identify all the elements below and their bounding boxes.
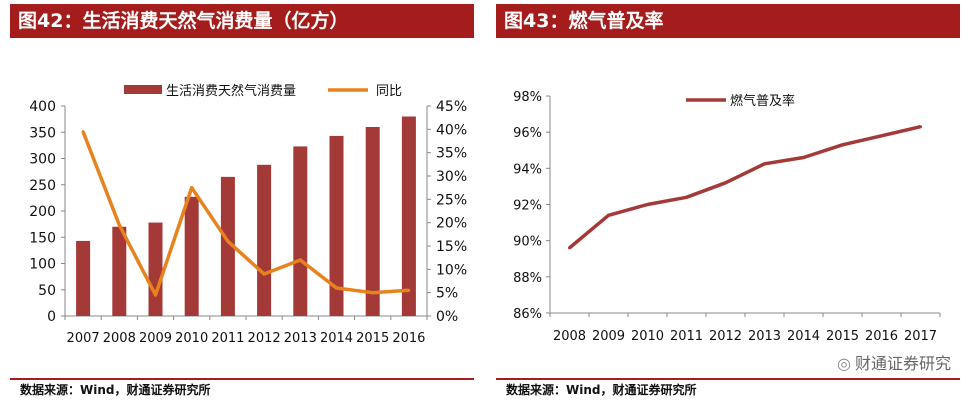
x-tick-label: 2015 <box>826 329 859 344</box>
y-right-tick-label: 20% <box>436 216 467 232</box>
legend-label-bar: 生活消费天然气消费量 <box>166 83 296 99</box>
bar-gas-consumption <box>293 146 308 316</box>
legend-label-line: 燃气普及率 <box>730 93 795 109</box>
point-gas-penetration <box>724 181 727 185</box>
x-tick-label: 2008 <box>103 331 136 346</box>
line-yoy <box>81 131 410 297</box>
x-tick-label: 2009 <box>139 331 172 346</box>
y-right-tick-label: 45% <box>436 99 467 115</box>
y-left-tick-label: 250 <box>29 178 56 194</box>
x-tick-label: 2010 <box>631 329 664 344</box>
bar-gas-consumption <box>365 127 380 316</box>
y-left-tick-label: 350 <box>29 125 56 141</box>
chart-gas-consumption: 0 50 100 150 200 250 300 350 400 0% 5% 10% 15% 20% 25%… <box>29 83 467 346</box>
wechat-icon: ◎ <box>837 354 851 373</box>
y-right-tick-label: 5% <box>436 286 458 302</box>
y-tick-label: 86% <box>513 307 542 322</box>
x-tick-label: 2012 <box>709 329 742 344</box>
y-tick-label: 98% <box>513 90 542 105</box>
point-gas-penetration <box>919 125 922 129</box>
point-yoy <box>335 286 338 290</box>
point-yoy <box>117 223 121 227</box>
x-tick-label: 2010 <box>175 331 208 346</box>
y-left-tick-label: 50 <box>38 283 56 299</box>
point-yoy <box>226 239 230 243</box>
x-tick-label: 2011 <box>211 331 244 346</box>
x-tick-label: 2016 <box>392 331 425 346</box>
y-left-tick-label: 0 <box>47 309 56 325</box>
chart-title-gas-consumption: 图42：生活消费天然气消费量（亿方） <box>10 4 474 38</box>
x-tick-label: 2013 <box>284 331 317 346</box>
y-tick-label: 88% <box>513 271 542 286</box>
y-right-tick-label: 10% <box>436 262 467 278</box>
x-tick-label: 2009 <box>592 329 625 344</box>
point-gas-penetration <box>685 195 688 199</box>
y-right-tick-label: 35% <box>436 146 467 162</box>
x-tick-label: 2017 <box>904 329 937 344</box>
watermark: ◎ 财通证券研究 <box>837 350 951 374</box>
y-left-tick-label: 100 <box>29 257 56 273</box>
point-gas-penetration <box>607 213 610 217</box>
point-yoy <box>407 288 411 292</box>
y-right-tick-label: 0% <box>436 309 458 325</box>
panel-gas-consumption: 图42：生活消费天然气消费量（亿方） 0 50 100 150 200 250 300 350… <box>0 0 483 406</box>
y-tick-label: 90% <box>513 235 542 250</box>
x-tick-label: 2014 <box>320 331 353 346</box>
point-yoy <box>298 258 302 262</box>
y-right-tick-label: 25% <box>436 192 467 208</box>
point-yoy <box>262 272 266 276</box>
watermark-text: 财通证券研究 <box>854 354 951 373</box>
point-gas-penetration <box>841 143 844 147</box>
point-gas-penetration <box>646 203 649 206</box>
y-left-tick-label: 150 <box>29 230 56 246</box>
point-gas-penetration <box>568 246 571 250</box>
bar-gas-consumption <box>112 226 127 316</box>
x-tick-label: 2014 <box>787 329 820 344</box>
x-tick-label: 2011 <box>670 329 703 344</box>
x-tick-label: 2013 <box>748 329 781 344</box>
chart-gas-penetration: 86% 88% 90% 92% 94% 96% 98% 2008 2009 2010 2011 201… <box>513 90 941 344</box>
y-right-tick-label: 15% <box>436 239 467 255</box>
x-tick-label: 2012 <box>248 331 281 346</box>
panel-gas-penetration: 图43：燃气普及率 86% 88% 90% 92% 94% 96% 98% 2008 2009 2… <box>490 0 973 406</box>
bar-gas-consumption <box>257 164 272 316</box>
y-left-tick-label: 400 <box>29 99 56 115</box>
y-right-tick-label: 40% <box>436 122 467 138</box>
x-tick-label: 2008 <box>553 329 586 344</box>
point-yoy <box>371 291 375 295</box>
bar-gas-consumption <box>401 116 416 316</box>
bar-gas-consumption <box>184 196 199 316</box>
y-tick-label: 92% <box>513 199 542 214</box>
point-yoy <box>81 130 85 134</box>
bar-gas-consumption <box>148 222 163 316</box>
y-tick-label: 94% <box>513 162 542 177</box>
chart-title-gas-penetration: 图43：燃气普及率 <box>496 4 960 38</box>
x-tick-label: 2015 <box>356 331 389 346</box>
bar-gas-consumption <box>329 135 344 316</box>
legend-swatch-bar <box>124 85 162 94</box>
y-tick-label: 96% <box>513 126 542 141</box>
y-left-tick-label: 300 <box>29 152 56 168</box>
source-note-right: 数据来源：Wind，财通证券研究所 <box>496 378 960 402</box>
point-gas-penetration <box>880 134 883 138</box>
source-note-left: 数据来源：Wind，财通证券研究所 <box>10 378 474 402</box>
x-tick-label: 2016 <box>865 329 898 344</box>
y-right-tick-label: 30% <box>436 169 467 185</box>
bar-gas-consumption <box>220 176 235 316</box>
y-left-tick-label: 200 <box>29 204 56 220</box>
point-yoy <box>154 293 157 297</box>
legend-label-line: 同比 <box>376 84 402 99</box>
point-yoy <box>190 186 194 190</box>
x-tick-label: 2007 <box>67 331 100 346</box>
line-gas-penetration <box>568 124 921 250</box>
bar-gas-consumption <box>76 240 91 316</box>
point-gas-penetration <box>802 155 805 159</box>
point-gas-penetration <box>763 162 766 166</box>
